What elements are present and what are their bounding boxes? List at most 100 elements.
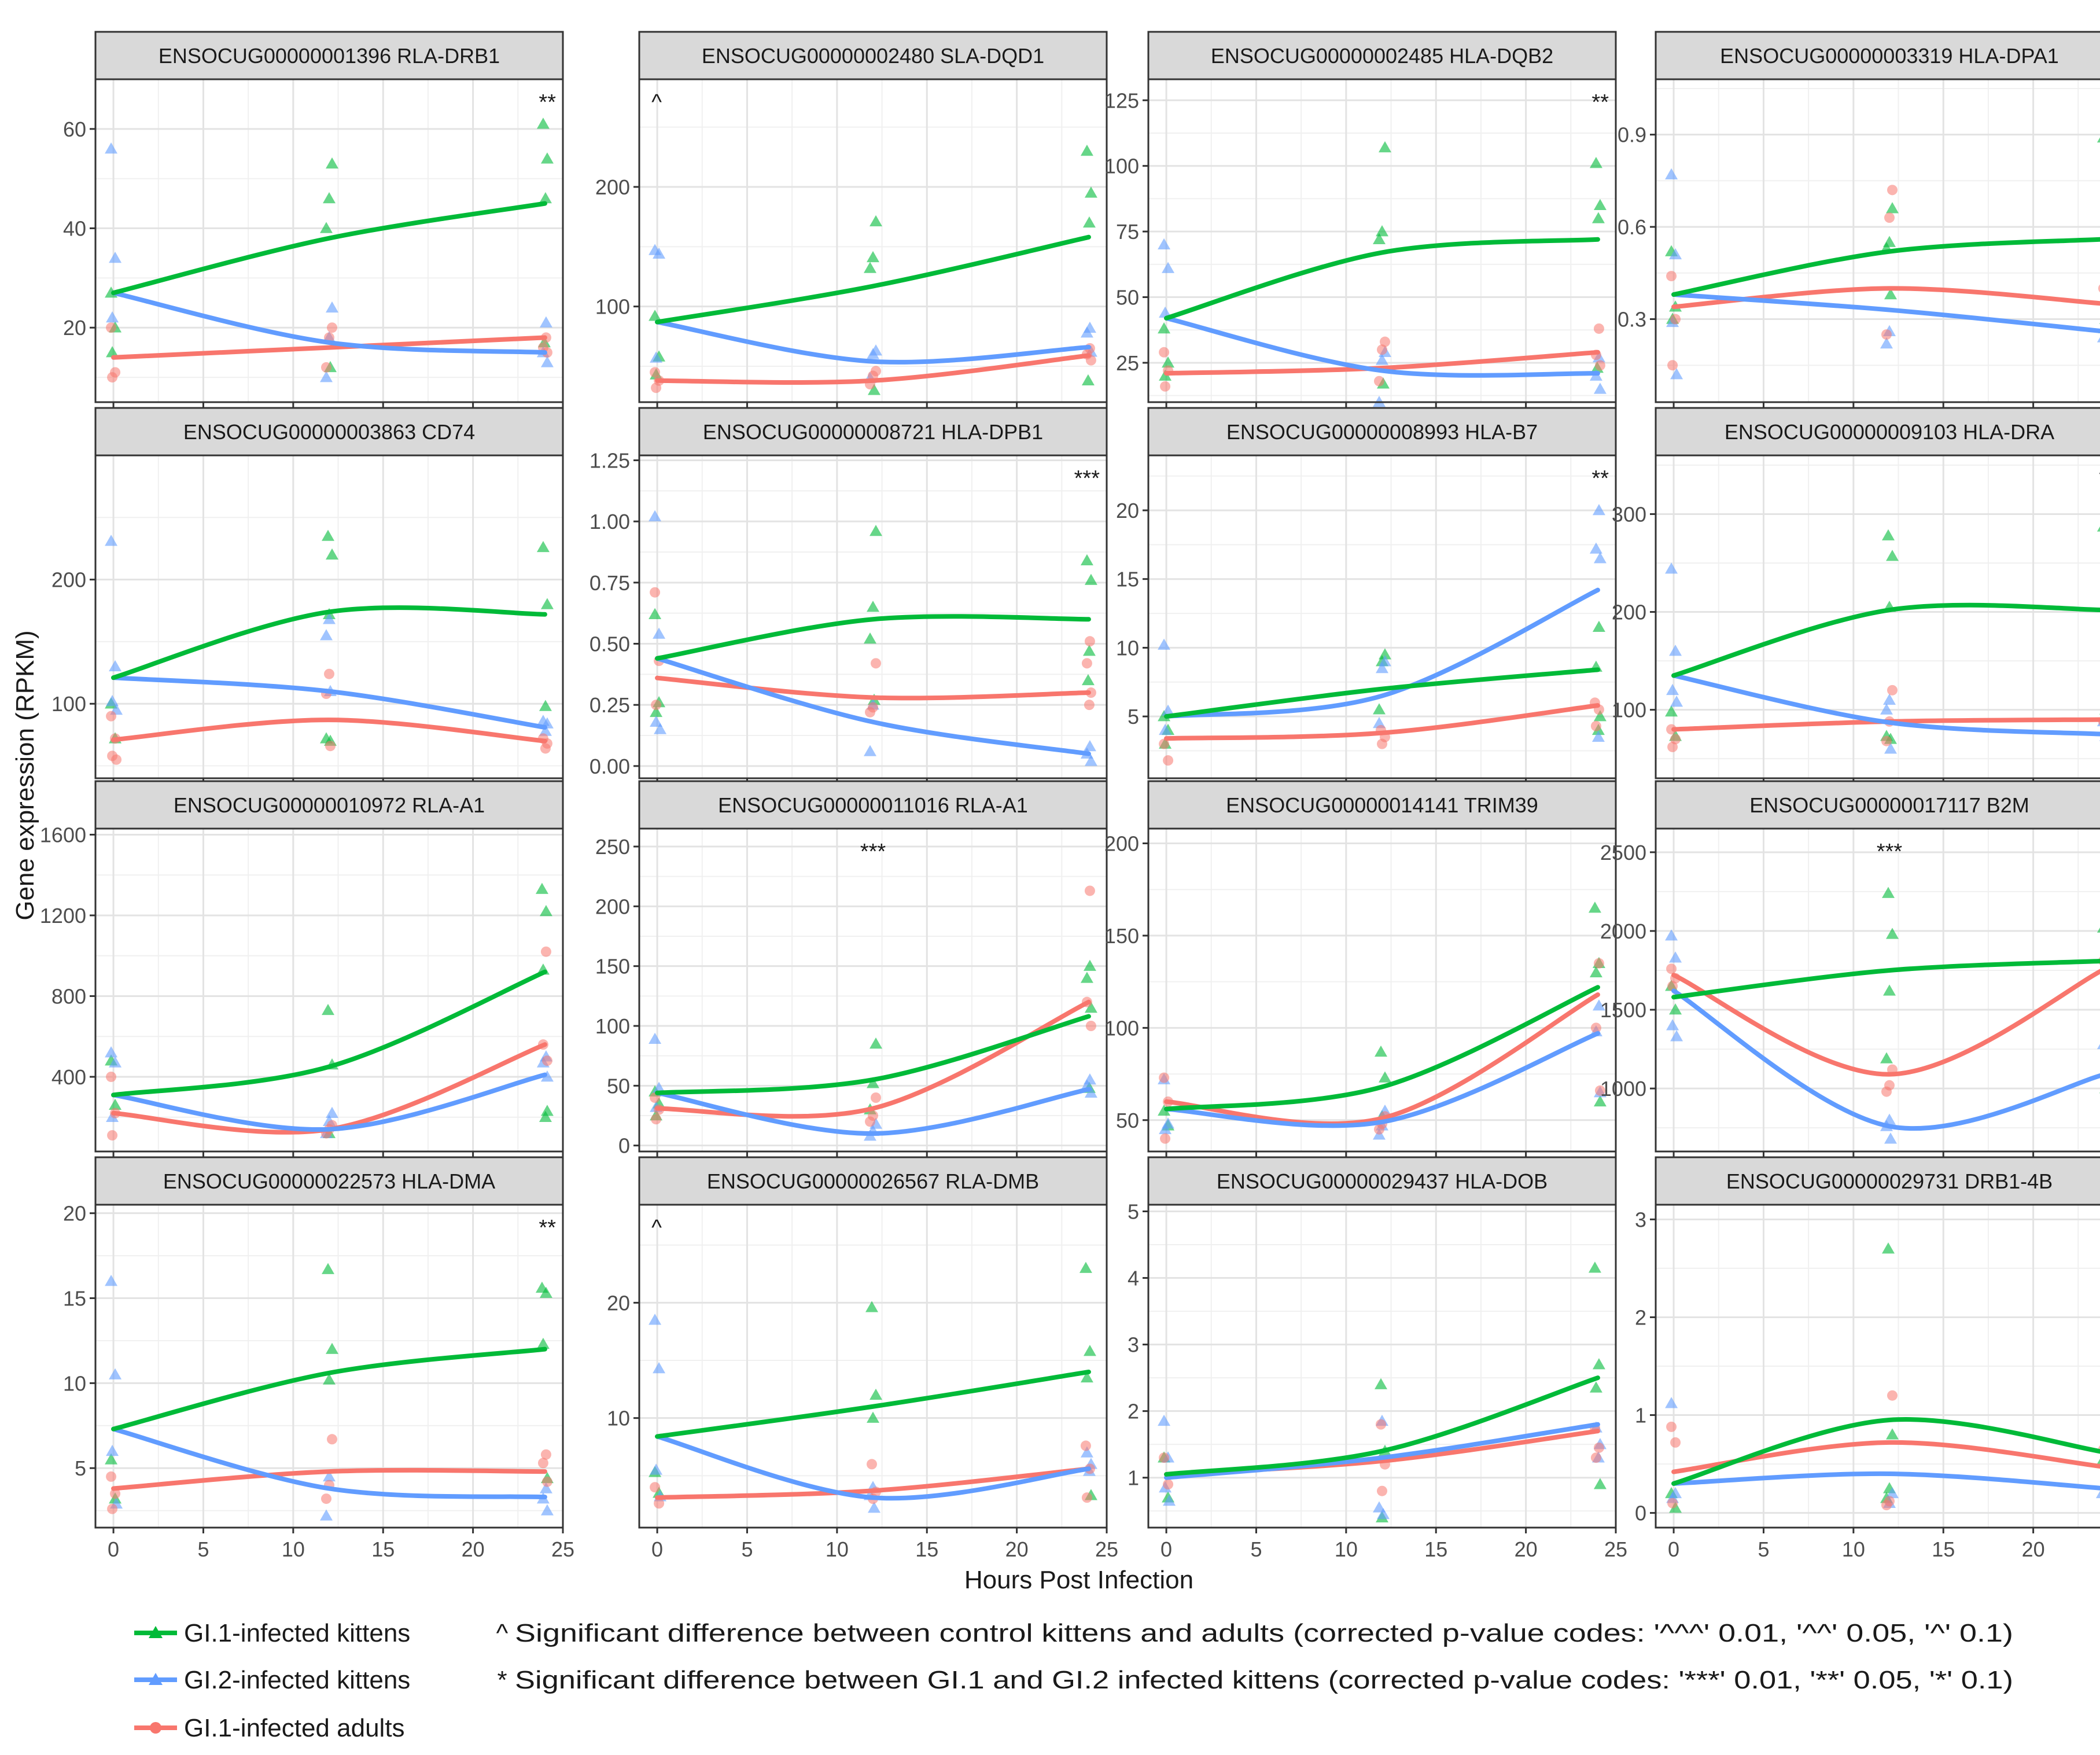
data-point-triangle <box>1588 1261 1601 1273</box>
facet-title: ENSOCUG00000014141 TRIM39 <box>1226 793 1538 817</box>
data-point-circle <box>1590 1022 1601 1033</box>
panel-border <box>94 78 564 403</box>
data-point-triangle <box>1593 1095 1607 1107</box>
x-tick-label: 0 <box>1160 1537 1172 1561</box>
series-line <box>111 335 547 360</box>
data-point-triangle <box>1159 306 1172 318</box>
data-point-triangle <box>106 1444 119 1456</box>
y-tick-label: 3 <box>1635 1208 1646 1231</box>
y-tick-label: 5 <box>1128 1200 1139 1224</box>
x-tick-label: 0 <box>1668 1537 1679 1561</box>
data-point-triangle <box>1588 902 1601 913</box>
data-point-triangle <box>1884 288 1897 300</box>
y-tick-label: 3 <box>1128 1333 1139 1357</box>
y-tick-label: 0.75 <box>590 571 630 595</box>
data-point-circle <box>1881 1500 1892 1511</box>
facet-title: ENSOCUG00000003863 CD74 <box>183 420 475 444</box>
data-point-circle <box>1080 1440 1091 1451</box>
data-point-triangle <box>105 535 118 546</box>
data-point-triangle <box>1886 550 1899 561</box>
y-tick-label: 100 <box>595 1014 630 1038</box>
data-point-triangle <box>1666 1019 1679 1031</box>
series-line <box>111 290 547 355</box>
y-tick-label: 25 <box>1116 351 1139 375</box>
series-line <box>655 319 1091 365</box>
data-point-triangle <box>1669 1003 1682 1015</box>
y-tick-label: 75 <box>1116 220 1139 244</box>
data-point-triangle <box>868 384 880 395</box>
facet-strip <box>1147 1156 1617 1206</box>
data-point-circle <box>1667 1498 1678 1509</box>
data-point-triangle <box>326 1342 338 1354</box>
facet-panel: ENSOCUG00000003319 HLA-DPA1 0.3 0.6 0.9 <box>1618 31 2100 408</box>
y-tick-label: 10 <box>63 1371 86 1395</box>
data-point-circle <box>107 372 118 383</box>
data-point-circle <box>540 946 551 957</box>
series-line <box>111 1346 547 1432</box>
facet-title: ENSOCUG00000026567 RLA-DMB <box>707 1169 1039 1193</box>
data-point-triangle <box>870 215 882 227</box>
data-point-triangle <box>2097 1044 2100 1050</box>
data-point-triangle <box>870 525 882 536</box>
data-point-circle <box>1081 658 1092 669</box>
data-point-triangle <box>320 629 333 641</box>
facet-strip <box>1655 780 2100 830</box>
data-point-circle <box>1670 1437 1681 1448</box>
facet-title: ENSOCUG00000002485 HLA-DQB2 <box>1211 44 1553 68</box>
panel-border <box>1147 454 1617 779</box>
data-point-circle <box>1590 1452 1601 1463</box>
data-point-triangle <box>1665 929 1678 941</box>
data-point-circle <box>1670 314 1681 325</box>
legend-note-symbol: ^ <box>496 1619 509 1647</box>
data-point-circle <box>1377 344 1387 355</box>
data-point-triangle <box>322 1263 334 1274</box>
data-point-triangle <box>1670 368 1683 380</box>
data-point-triangle <box>867 348 879 359</box>
facet-panel: ENSOCUG00000001396 RLA-DRB1 20 40 60 ** <box>63 31 564 408</box>
panel-border <box>638 1204 1108 1529</box>
y-tick-label: 1600 <box>40 823 86 847</box>
data-point-circle <box>1594 360 1605 371</box>
data-point-triangle <box>109 1368 122 1379</box>
data-point-triangle <box>1158 238 1171 250</box>
data-point-triangle <box>539 1110 552 1122</box>
data-point-circle <box>1667 981 1678 992</box>
data-point-circle <box>2098 284 2100 293</box>
y-tick-label: 0.25 <box>590 693 630 717</box>
x-tick-label: 15 <box>1424 1537 1447 1561</box>
data-point-triangle <box>649 310 662 321</box>
series-line <box>1671 286 2100 310</box>
data-point-triangle <box>1884 742 1897 754</box>
data-point-triangle <box>1083 959 1096 971</box>
data-point-triangle <box>649 510 662 521</box>
y-tick-label: 0.9 <box>1618 123 1646 147</box>
data-point-triangle <box>1080 972 1093 983</box>
legend-note-text: Significant difference between control k… <box>515 1619 2013 1647</box>
series-line <box>1164 315 1600 378</box>
y-tick-label: 1000 <box>1600 1077 1646 1101</box>
legend-marker-circle <box>150 1722 161 1734</box>
x-tick-label: 25 <box>551 1537 574 1561</box>
data-point-circle <box>867 1459 877 1470</box>
y-tick-label: 100 <box>1104 154 1139 178</box>
data-point-circle <box>1085 1021 1096 1031</box>
y-tick-label: 200 <box>595 175 630 199</box>
data-point-circle <box>1374 1124 1384 1135</box>
legend-note-text: Significant difference between GI.1 and … <box>515 1666 2013 1694</box>
y-tick-label: 0.50 <box>590 632 630 656</box>
facet-title: ENSOCUG00000010972 RLA-A1 <box>174 793 485 817</box>
facet-strip <box>1147 31 1617 80</box>
facet-panel: ENSOCUG00000010972 RLA-A1 400 800 1200 1600 <box>40 780 564 1157</box>
data-point-triangle <box>1159 1123 1172 1134</box>
x-tick-label: 20 <box>1005 1537 1029 1561</box>
data-point-triangle <box>1162 262 1175 273</box>
data-point-triangle <box>864 632 876 644</box>
data-point-circle <box>1159 1072 1170 1083</box>
facet-title: ENSOCUG00000011016 RLA-A1 <box>718 793 1028 817</box>
series-line <box>111 1426 547 1500</box>
panel-border <box>1655 454 2100 779</box>
data-point-triangle <box>323 1470 336 1482</box>
data-point-triangle <box>1080 145 1093 156</box>
data-point-triangle <box>867 251 879 263</box>
y-tick-label: 200 <box>1612 601 1646 624</box>
